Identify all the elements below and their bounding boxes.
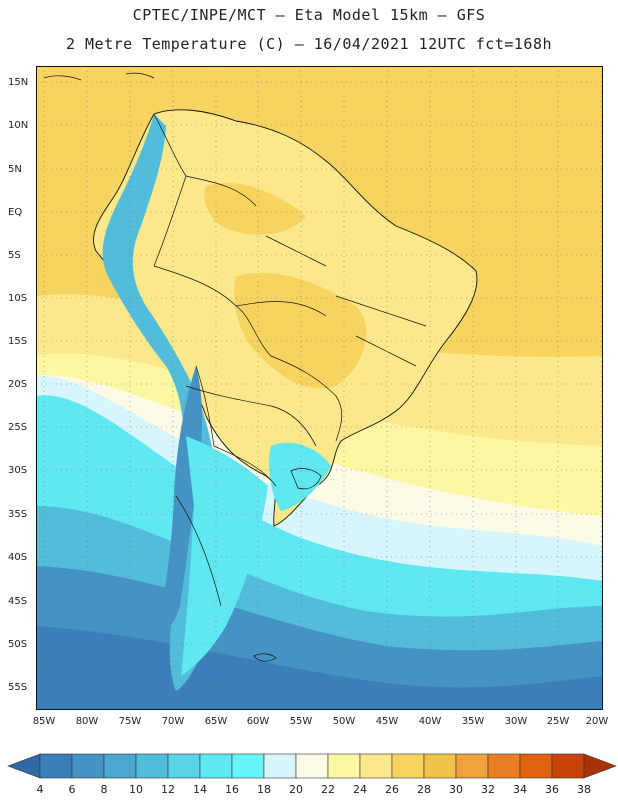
- lat-label: 10S: [8, 293, 28, 304]
- lat-label: 50S: [8, 639, 28, 650]
- colorbar-cell: [231, 753, 265, 779]
- map-frame: [36, 66, 603, 710]
- colorbar-cell: [263, 753, 297, 779]
- map-title-line2: 2 Metre Temperature (C) – 16/04/2021 12U…: [65, 35, 553, 53]
- colorbar-label: 32: [481, 783, 495, 796]
- lon-label: 35W: [461, 716, 485, 727]
- colorbar-label: 12: [161, 783, 175, 796]
- colorbar-label: 20: [289, 783, 303, 796]
- temperature-colorbar: [7, 753, 617, 779]
- colorbar-cell: [423, 753, 457, 779]
- colorbar-cell: [519, 753, 553, 779]
- lon-label: 50W: [332, 716, 356, 727]
- lon-label: 80W: [75, 716, 99, 727]
- colorbar-arrow-left: [7, 753, 41, 779]
- colorbar-label: 38: [577, 783, 591, 796]
- colorbar-cells: [39, 753, 585, 779]
- colorbar-label: 6: [68, 783, 76, 796]
- colorbar-cell: [295, 753, 329, 779]
- lat-label: 10N: [8, 120, 29, 131]
- colorbar-label: 24: [353, 783, 367, 796]
- colorbar-label: 28: [417, 783, 431, 796]
- colorbar-arrow-right: [583, 753, 617, 779]
- colorbar-cell: [327, 753, 361, 779]
- colorbar-label: 14: [193, 783, 207, 796]
- lon-label: 65W: [204, 716, 228, 727]
- north-warm-core: [204, 182, 306, 235]
- temperature-map: [36, 66, 603, 710]
- lon-label: 75W: [118, 716, 142, 727]
- lat-label: 25S: [8, 422, 28, 433]
- lon-label: 30W: [504, 716, 528, 727]
- lat-label: EQ: [8, 207, 23, 218]
- falkland-islands: [253, 653, 277, 662]
- country-borders: [153, 113, 427, 607]
- colorbar-label: 10: [129, 783, 143, 796]
- colorbar-label: 8: [100, 783, 108, 796]
- colorbar-cell: [455, 753, 489, 779]
- caribbean-islands: [43, 72, 155, 81]
- colorbar-cell: [167, 753, 201, 779]
- lon-label: 60W: [246, 716, 270, 727]
- lat-label: 15S: [8, 336, 28, 347]
- lon-label: 70W: [161, 716, 185, 727]
- colorbar-cell: [199, 753, 233, 779]
- colorbar-cell: [135, 753, 169, 779]
- lon-label: 45W: [375, 716, 399, 727]
- colorbar-label: 18: [257, 783, 271, 796]
- lon-label: 25W: [546, 716, 570, 727]
- lat-label: 35S: [8, 509, 28, 520]
- map-title-line1: CPTEC/INPE/MCT – Eta Model 15km – GFS: [132, 6, 486, 24]
- colorbar-cell: [39, 753, 73, 779]
- colorbar-cell: [359, 753, 393, 779]
- colorbar-label: 4: [36, 783, 44, 796]
- colorbar-label: 36: [545, 783, 559, 796]
- colorbar-label: 30: [449, 783, 463, 796]
- colorbar-cell: [391, 753, 425, 779]
- lat-label: 5S: [8, 250, 21, 261]
- lat-label: 30S: [8, 465, 28, 476]
- lon-label: 40W: [418, 716, 442, 727]
- lat-label: 15N: [8, 77, 29, 88]
- lon-label: 20W: [585, 716, 609, 727]
- andes-cold-strip: [102, 114, 218, 691]
- lat-label: 45S: [8, 596, 28, 607]
- colorbar-cell: [551, 753, 585, 779]
- colorbar-label: 34: [513, 783, 527, 796]
- lat-label: 20S: [8, 379, 28, 390]
- lon-label: 55W: [289, 716, 313, 727]
- colorbar-cell: [71, 753, 105, 779]
- patagonia-cool: [181, 436, 268, 676]
- lat-label: 55S: [8, 682, 28, 693]
- colorbar-label: 26: [385, 783, 399, 796]
- lat-label: 5N: [8, 164, 22, 175]
- lat-label: 40S: [8, 552, 28, 563]
- andes-core: [158, 366, 203, 630]
- colorbar-label: 22: [321, 783, 335, 796]
- colorbar-cell: [103, 753, 137, 779]
- colorbar-label: 16: [225, 783, 239, 796]
- lon-label: 85W: [32, 716, 56, 727]
- uruguay-cool: [269, 442, 331, 511]
- colorbar-cell: [487, 753, 521, 779]
